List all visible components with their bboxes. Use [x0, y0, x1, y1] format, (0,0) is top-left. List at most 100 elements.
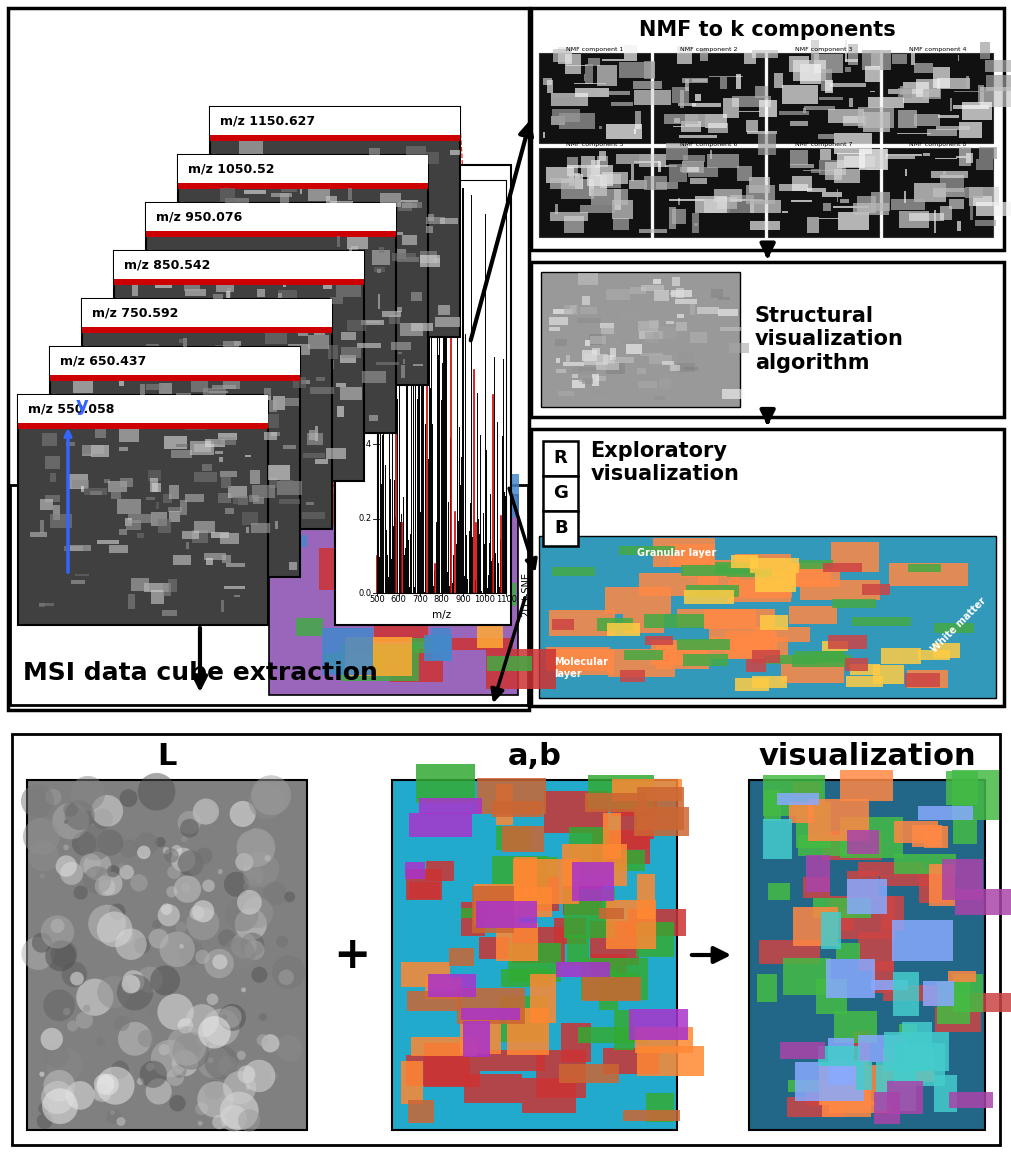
Bar	[906, 670, 947, 688]
Bar	[194, 472, 217, 482]
Bar	[680, 566, 727, 576]
Bar	[549, 178, 581, 189]
Bar	[901, 1022, 931, 1071]
Text: 700: 700	[411, 595, 428, 604]
Bar	[379, 193, 400, 207]
Circle shape	[243, 1060, 275, 1092]
Bar	[836, 154, 863, 168]
Bar	[553, 49, 570, 62]
FancyBboxPatch shape	[210, 135, 460, 141]
Bar	[844, 40, 846, 62]
Bar	[718, 309, 737, 316]
FancyBboxPatch shape	[178, 155, 428, 385]
Bar	[391, 342, 410, 351]
Bar	[244, 190, 266, 194]
Bar	[319, 548, 355, 590]
Circle shape	[276, 1036, 302, 1061]
Bar	[675, 288, 683, 299]
Bar	[410, 323, 433, 331]
Bar	[144, 368, 157, 371]
Bar	[799, 560, 833, 569]
Circle shape	[98, 879, 115, 896]
Bar	[655, 644, 709, 669]
Bar	[326, 196, 337, 211]
Bar	[692, 80, 706, 81]
FancyBboxPatch shape	[531, 428, 1003, 706]
Bar	[486, 656, 531, 671]
Bar	[225, 292, 229, 297]
Bar	[220, 471, 238, 477]
Text: Structural
visualization
algorithm: Structural visualization algorithm	[754, 307, 903, 373]
Circle shape	[43, 989, 75, 1022]
Bar	[100, 403, 122, 407]
Bar	[630, 164, 633, 180]
Bar	[650, 640, 710, 665]
Text: Exploratory
visualization: Exploratory visualization	[589, 441, 738, 484]
Bar	[383, 249, 405, 259]
Bar	[543, 132, 545, 139]
Bar	[247, 526, 249, 533]
Bar	[917, 650, 949, 659]
Bar	[210, 532, 229, 538]
Bar	[700, 50, 708, 61]
Circle shape	[21, 784, 54, 818]
Bar	[683, 113, 704, 127]
Text: 800: 800	[434, 595, 449, 604]
Bar	[624, 45, 636, 60]
Bar	[97, 540, 119, 544]
Text: y: y	[76, 396, 89, 415]
Bar	[839, 817, 902, 858]
Bar	[800, 580, 879, 600]
Bar	[183, 338, 186, 348]
Bar	[857, 1034, 908, 1062]
Bar	[163, 583, 171, 596]
Bar	[291, 330, 314, 339]
Bar	[283, 445, 296, 449]
Bar	[289, 239, 303, 248]
Circle shape	[189, 906, 204, 920]
Text: NMF component 4: NMF component 4	[908, 47, 966, 52]
Bar	[913, 113, 939, 126]
Bar	[220, 533, 239, 544]
Circle shape	[198, 1016, 231, 1048]
Bar	[219, 382, 225, 385]
Bar	[281, 268, 299, 277]
FancyBboxPatch shape	[767, 53, 878, 142]
Bar	[636, 875, 654, 919]
Bar	[679, 89, 683, 108]
Bar	[698, 576, 739, 597]
Bar	[309, 386, 334, 393]
Bar	[866, 97, 903, 109]
Bar	[735, 678, 768, 691]
Bar	[323, 278, 332, 289]
Bar	[536, 1049, 585, 1098]
FancyBboxPatch shape	[114, 279, 364, 285]
Bar	[780, 84, 817, 104]
Bar	[606, 124, 641, 139]
Circle shape	[70, 972, 84, 986]
Bar	[832, 598, 876, 607]
Bar	[84, 488, 107, 495]
Circle shape	[43, 1070, 75, 1101]
Bar	[335, 274, 349, 288]
Bar	[898, 110, 916, 128]
Bar	[650, 353, 661, 360]
Circle shape	[36, 1113, 53, 1129]
Bar	[207, 481, 211, 485]
Bar	[951, 974, 983, 1012]
Circle shape	[251, 967, 267, 982]
Bar	[695, 196, 726, 213]
Bar	[185, 289, 205, 295]
Bar	[512, 927, 564, 963]
Bar	[577, 273, 598, 285]
Bar	[566, 157, 577, 177]
Circle shape	[110, 1110, 115, 1115]
Bar	[933, 624, 974, 633]
Text: NMF component 6: NMF component 6	[679, 141, 737, 147]
Bar	[836, 189, 837, 202]
Bar	[599, 152, 606, 161]
Bar	[710, 150, 712, 160]
Bar	[900, 1069, 933, 1082]
Bar	[169, 412, 185, 422]
Bar	[161, 354, 172, 367]
